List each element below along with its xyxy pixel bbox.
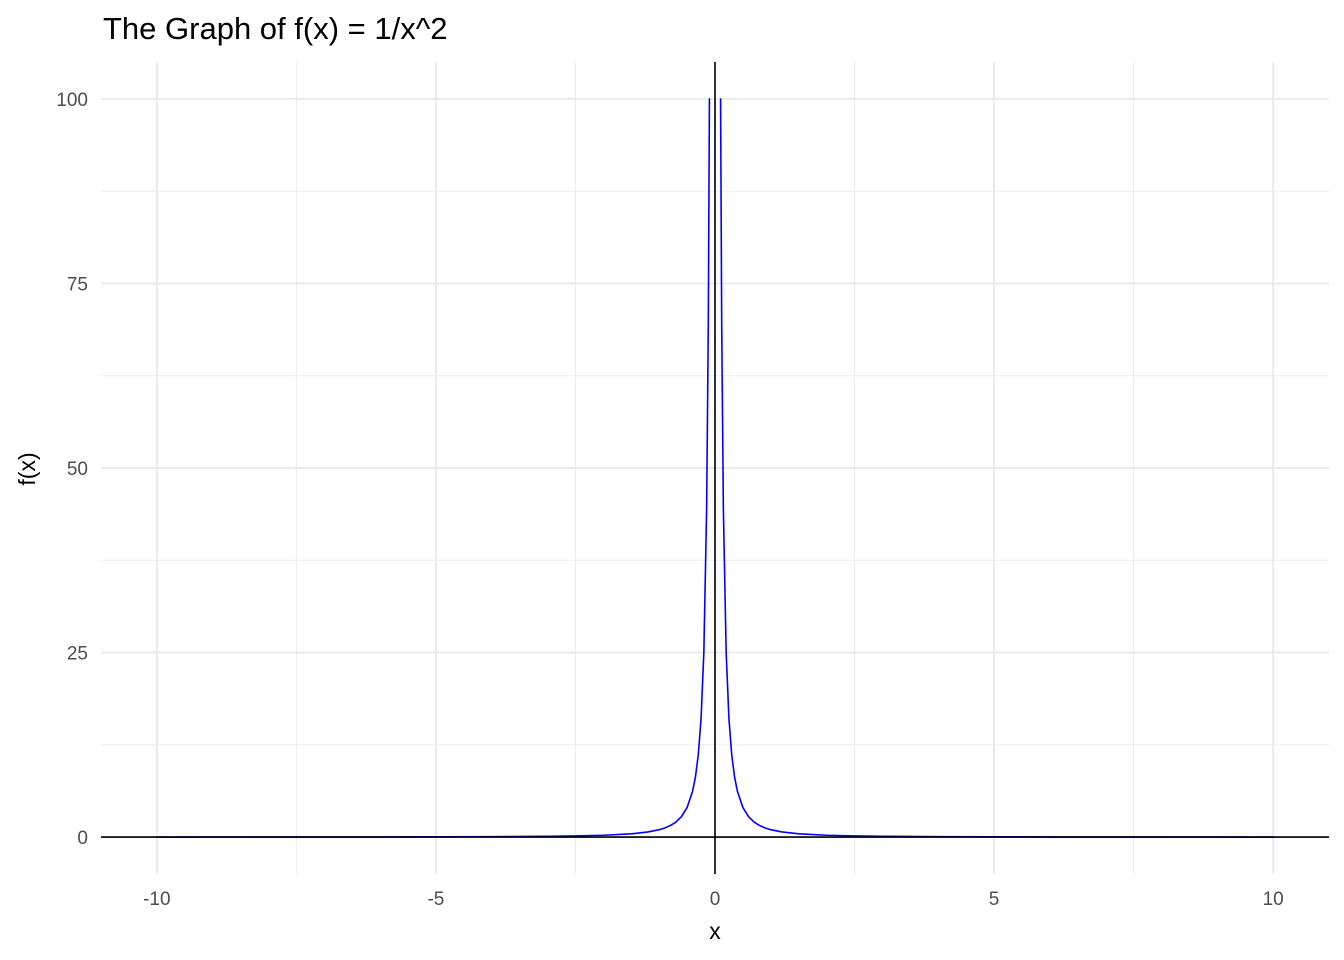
y-axis-title: f(x) [14, 452, 40, 485]
y-tick-label: 100 [56, 90, 88, 111]
x-tick-label: 0 [710, 889, 721, 910]
x-tick-label: -10 [143, 889, 170, 910]
y-tick-label: 50 [67, 459, 88, 480]
y-tick-label: 0 [77, 828, 88, 849]
x-tick-label: 5 [989, 889, 1000, 910]
x-tick-label: 10 [1263, 889, 1284, 910]
y-tick-labels: 0 25 50 75 100 [56, 90, 88, 849]
y-tick-label: 25 [67, 644, 88, 665]
chart-title: The Graph of f(x) = 1/x^2 [103, 11, 448, 46]
reference-lines [101, 62, 1329, 874]
x-tick-label: -5 [427, 889, 444, 910]
y-tick-label: 75 [67, 274, 88, 295]
x-tick-labels: -10 -5 0 5 10 [143, 889, 1284, 910]
x-axis-title: x [709, 918, 721, 944]
